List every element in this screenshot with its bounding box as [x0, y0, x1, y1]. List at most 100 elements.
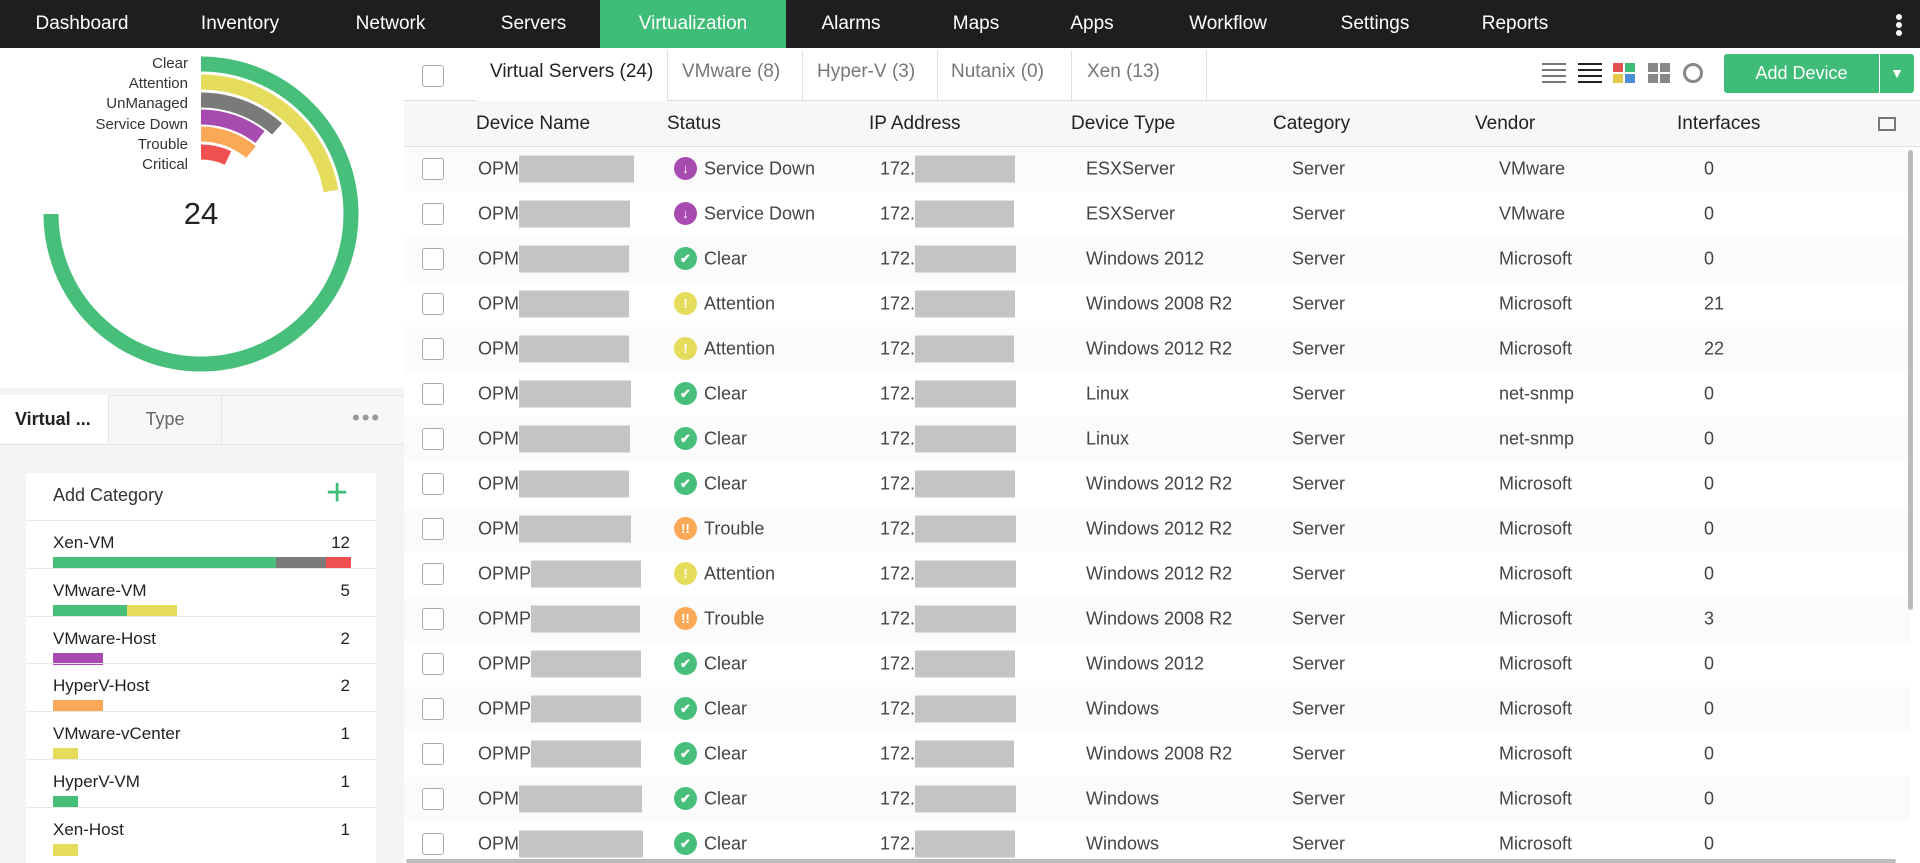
table-header [404, 101, 1920, 147]
row-checkbox[interactable] [422, 743, 444, 765]
menu-dots[interactable] [1896, 14, 1902, 36]
nav-item[interactable]: Reports [1481, 13, 1549, 34]
icon-cell [1660, 63, 1670, 72]
row-checkbox[interactable] [422, 518, 444, 540]
side-tab[interactable]: Type [108, 395, 222, 443]
legend-label: UnManaged [106, 95, 188, 113]
category-count: 5 [340, 580, 350, 600]
redacted [531, 695, 641, 723]
row-checkbox[interactable] [422, 428, 444, 450]
grid-view[interactable] [1648, 63, 1672, 85]
tab[interactable]: Hyper-V (3) [817, 61, 916, 82]
column-settings[interactable] [1878, 117, 1896, 131]
nav-item[interactable]: Alarms [821, 13, 881, 34]
cell: 0 [1704, 248, 1715, 269]
h-scrollbar [406, 859, 1896, 863]
row-checkbox[interactable] [422, 698, 444, 720]
column-header[interactable]: Interfaces [1677, 113, 1761, 134]
row-checkbox[interactable] [422, 248, 444, 270]
nav-item[interactable]: Network [355, 13, 426, 34]
table-row[interactable] [404, 821, 1910, 863]
nav-item[interactable]: Servers [500, 13, 567, 34]
category-row[interactable] [26, 806, 376, 855]
nav-item[interactable]: Settings [1340, 13, 1410, 34]
row-checkbox[interactable] [422, 383, 444, 405]
table-row[interactable] [404, 596, 1910, 643]
cell: 172. [880, 698, 916, 719]
tab[interactable]: VMware (8) [682, 61, 781, 82]
redacted [531, 740, 641, 768]
category-row[interactable] [26, 663, 376, 711]
redacted [519, 425, 630, 453]
row-checkbox[interactable] [422, 158, 444, 180]
nav-item[interactable]: Maps [952, 13, 1000, 34]
more-dots[interactable]: ••• [352, 405, 382, 430]
row-checkbox[interactable] [422, 473, 444, 495]
row-checkbox[interactable] [422, 833, 444, 855]
row-checkbox[interactable] [422, 563, 444, 585]
side-tab[interactable]: Virtual ... [0, 395, 108, 443]
table-row[interactable] [404, 641, 1910, 688]
column-header[interactable]: Device Type [1071, 113, 1176, 134]
tab[interactable]: Virtual Servers (24) [490, 61, 654, 82]
row-checkbox[interactable] [422, 653, 444, 675]
column-header[interactable]: Category [1273, 113, 1351, 134]
cell: Service Down [704, 203, 816, 224]
category-bar-segment [276, 557, 326, 569]
icon-cell [1625, 63, 1635, 72]
redacted [915, 695, 1016, 723]
status-icon: ✔ [674, 742, 697, 765]
tab-separator [802, 50, 803, 100]
add-device-menu[interactable]: ▼ [1880, 54, 1914, 93]
table-row[interactable] [404, 191, 1910, 238]
column-header[interactable]: IP Address [869, 113, 961, 134]
nav-item[interactable]: Virtualization [600, 0, 786, 48]
category-row[interactable] [26, 711, 376, 759]
nav-item[interactable]: Inventory [200, 13, 280, 34]
row-checkbox[interactable] [422, 788, 444, 810]
list-view[interactable] [1542, 63, 1566, 85]
cell: Windows 2008 R2 [1086, 608, 1233, 629]
column-header[interactable]: Vendor [1475, 113, 1536, 134]
cell: OPMP [478, 608, 532, 629]
row-checkbox[interactable] [422, 608, 444, 630]
cell: Microsoft [1499, 698, 1573, 719]
category-bar-segment [53, 604, 128, 617]
tab[interactable]: Xen (13) [1087, 61, 1160, 82]
column-header[interactable]: Device Name [476, 113, 591, 134]
table-row[interactable] [404, 551, 1910, 598]
icon-cell [1613, 63, 1623, 72]
cell: OPM [478, 428, 520, 449]
status-gauge [0, 48, 404, 388]
table-view[interactable] [1578, 63, 1602, 85]
redacted [915, 470, 1015, 498]
table-row[interactable] [404, 371, 1910, 418]
row-checkbox[interactable] [422, 203, 444, 225]
status-icon: ! [674, 292, 697, 315]
category-name: VMware-Host [53, 628, 156, 648]
status-icon: ✔ [674, 832, 697, 855]
table-row[interactable] [404, 146, 1910, 193]
select-all[interactable] [422, 65, 444, 87]
category-row[interactable] [26, 520, 376, 568]
add-device[interactable]: Add Device [1724, 54, 1879, 93]
table-row[interactable] [404, 686, 1910, 733]
category-row[interactable] [26, 759, 376, 807]
add-icon[interactable]: + [326, 472, 349, 514]
legend-label: Trouble [137, 135, 188, 153]
column-header[interactable]: Status [667, 113, 721, 134]
cell: Microsoft [1499, 743, 1573, 764]
heat-view[interactable] [1613, 63, 1637, 85]
category-row[interactable] [26, 615, 376, 664]
category-row[interactable] [26, 567, 376, 616]
row-checkbox[interactable] [422, 293, 444, 315]
nav-item[interactable]: Dashboard [35, 13, 129, 34]
table-row[interactable] [404, 326, 1910, 373]
nav-item[interactable]: Apps [1070, 13, 1114, 34]
nav-item[interactable]: Workflow [1189, 13, 1267, 34]
table-row[interactable] [404, 236, 1910, 283]
row-checkbox[interactable] [422, 338, 444, 360]
tab[interactable]: Nutanix (0) [951, 61, 1044, 82]
cell: OPMP [478, 743, 532, 764]
search[interactable] [1683, 63, 1707, 85]
